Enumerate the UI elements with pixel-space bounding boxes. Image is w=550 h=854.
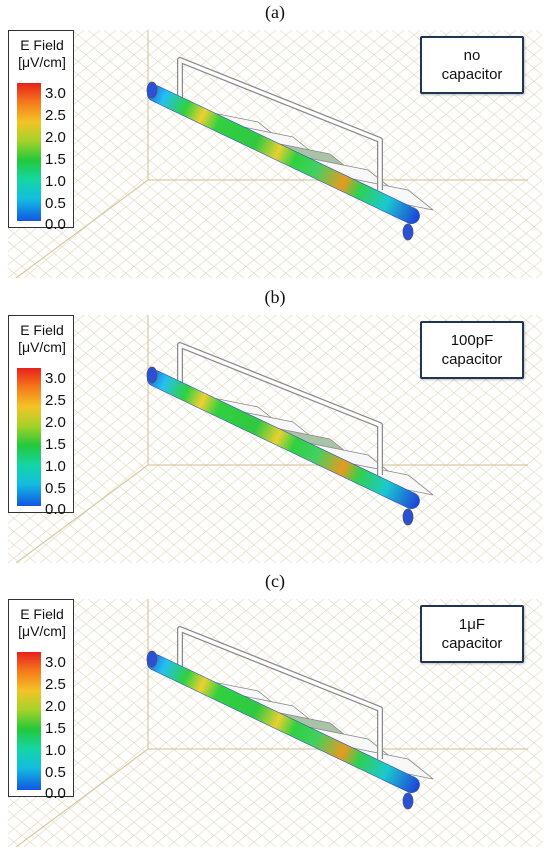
field-legend: E Field [μV/cm] 3.0 2.5 2.0 1.5 1.0 0.5 …	[8, 315, 74, 517]
tick-label: 0.5	[45, 764, 66, 781]
return-wire-inner	[178, 58, 382, 190]
callout-line-2: capacitor	[441, 351, 503, 368]
callout-line-2: capacitor	[441, 635, 503, 652]
callout-line-1: no	[463, 47, 481, 64]
return-wire-inner	[178, 627, 382, 759]
field-panel-a: E Field [μV/cm] 3.0 2.5 2.0 1.5 1.0 0.5 …	[8, 30, 542, 278]
port-cap-right	[402, 508, 414, 526]
field-legend: E Field [μV/cm] 3.0 2.5 2.0 1.5 1.0 0.5 …	[8, 599, 74, 801]
callout-line-1: 100pF	[450, 332, 494, 349]
box-edges	[15, 599, 528, 847]
port-cap-left	[146, 81, 158, 99]
tick-label: 3.0	[45, 85, 66, 102]
panel-label-a: (a)	[265, 2, 285, 22]
tick-label: 0.0	[45, 785, 66, 802]
color-scale-bar	[17, 83, 41, 221]
condition-callout: 1μF capacitor	[420, 605, 524, 663]
color-scale-bar	[17, 652, 41, 790]
condition-callout: 100pF capacitor	[420, 321, 524, 379]
field-scene-c	[8, 599, 542, 847]
tick-label: 1.5	[45, 436, 66, 453]
tick-label: 1.0	[45, 173, 66, 190]
tick-label: 2.0	[45, 414, 66, 431]
tick-label: 1.0	[45, 458, 66, 475]
field-panel-b: E Field [μV/cm] 3.0 2.5 2.0 1.5 1.0 0.5 …	[8, 315, 542, 563]
tick-label: 2.0	[45, 129, 66, 146]
tick-label: 3.0	[45, 654, 66, 671]
legend-title: E Field	[20, 322, 64, 338]
panel-label-c: (c)	[265, 571, 285, 591]
box-edges	[15, 315, 528, 563]
legend-unit: [μV/cm]	[18, 339, 66, 355]
legend-title: E Field	[20, 606, 64, 622]
tick-label: 0.0	[45, 216, 66, 233]
box-edges	[15, 30, 528, 278]
port-cap-left	[146, 366, 158, 384]
return-wire-inner	[178, 343, 382, 475]
legend-unit: [μV/cm]	[18, 54, 66, 70]
legend-title: E Field	[20, 37, 64, 53]
tick-label: 2.5	[45, 676, 66, 693]
port-cap-left	[146, 650, 158, 668]
condition-callout: no capacitor	[420, 36, 524, 94]
callout-line-1: 1μF	[458, 616, 486, 633]
tick-label: 2.5	[45, 107, 66, 124]
port-cap-right	[402, 223, 414, 241]
field-legend: E Field [μV/cm] 3.0 2.5 2.0 1.5 1.0 0.5 …	[8, 30, 74, 232]
tick-label: 1.5	[45, 720, 66, 737]
field-scene-b	[8, 315, 542, 563]
color-scale-bar	[17, 368, 41, 506]
port-cap-right	[402, 792, 414, 810]
tick-label: 1.5	[45, 151, 66, 168]
tick-label: 0.0	[45, 501, 66, 518]
tick-label: 3.0	[45, 370, 66, 387]
tick-label: 0.5	[45, 480, 66, 497]
callout-line-2: capacitor	[441, 66, 503, 83]
tick-label: 2.5	[45, 392, 66, 409]
legend-unit: [μV/cm]	[18, 623, 66, 639]
field-panel-c: E Field [μV/cm] 3.0 2.5 2.0 1.5 1.0 0.5 …	[8, 599, 542, 847]
tick-label: 1.0	[45, 742, 66, 759]
tick-label: 2.0	[45, 698, 66, 715]
tick-label: 0.5	[45, 195, 66, 212]
field-scene-a	[8, 30, 542, 278]
panel-label-b: (b)	[264, 287, 286, 307]
